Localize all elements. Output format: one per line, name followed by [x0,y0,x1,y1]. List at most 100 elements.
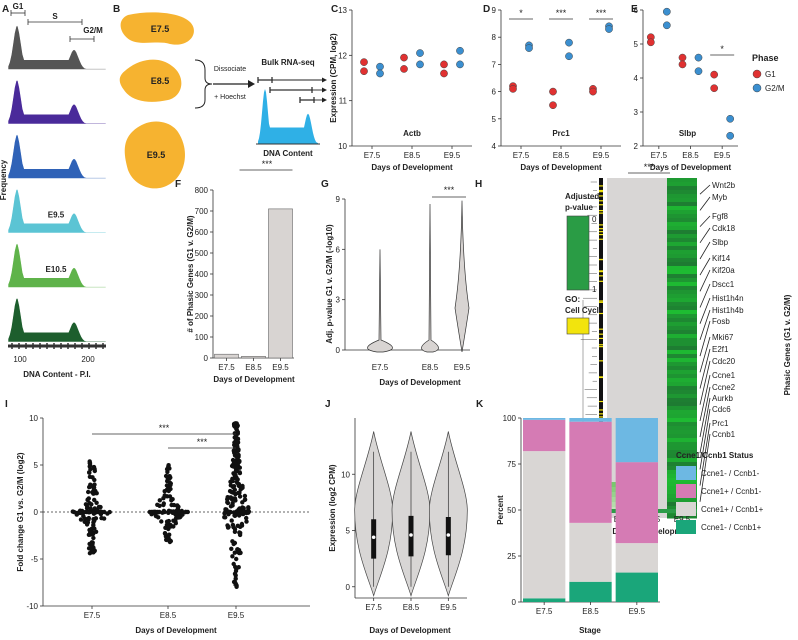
heatmap-cell [667,226,697,231]
panel-letter-e: E [631,4,638,15]
k-legend-label-2: Ccne1+ / Ccnb1+ [701,505,764,514]
point-E9.5 [240,485,245,490]
go-mark [599,400,603,403]
point-G2/M-E8.5 [565,38,573,47]
go-mark [599,259,603,261]
heatmap-cell [667,222,697,227]
point-E8.5 [157,509,162,515]
point-E8.5 [161,501,166,506]
panel-g-y-tick-label: 0 [336,346,341,355]
gene-label-Hist1h4n: Hist1h4n [712,294,744,303]
panel-f-y-tick-label: 800 [195,186,209,195]
heatmap-cell [667,358,697,363]
go-mark [599,275,603,277]
panel-i-sig-star-1: *** [159,423,170,433]
go-mark [599,409,603,411]
segment-E9.5-Ccne1+ / Ccnb1- [615,462,658,544]
stage-label: E6.5 [48,47,65,56]
point-G1-E8.5 [549,87,557,96]
point-E8.5 [171,509,176,515]
panel-k-ylabel: Percent [496,495,505,525]
panel-d-y-tick-label: 7 [492,60,497,69]
go-mark [599,200,603,202]
gene-arrow-E2f1 [699,348,711,389]
point-E8.5 [165,494,170,499]
heatmap-cell [667,430,697,435]
gene-arrow-Hist1h4n [699,297,711,324]
point-G2/M-E8.5 [416,60,424,69]
panel-d-x-tick-label: E8.5 [553,151,570,160]
panel-j-ylabel: Expression (log2 CPM) [328,464,337,551]
gene-label-Ccne2: Ccne2 [712,383,736,392]
point-G1-E9.5 [710,70,719,79]
k-legend-title: Ccne1/Ccnb1 Status [676,451,754,460]
heatmap-cell [667,426,697,431]
point-E9.5 [231,524,236,530]
segment-E7.5-Ccne1- / Ccnb1- [523,418,566,420]
go-mark [599,312,603,315]
heatmap-cell [667,382,697,387]
panel-a-xlabel: DNA Content - P.I. [23,370,91,379]
point-E7.5 [72,509,77,515]
legend-label-G2/M: G2/M [765,84,785,93]
gene-label-Kif20a: Kif20a [712,266,735,275]
panel-e-sig-star: * [720,44,724,54]
panel-d-sig-star: * [519,8,523,18]
bar-E8.5 [241,356,266,359]
panel-h-sig-star: *** [644,162,655,172]
gate-arrow-head [322,77,327,83]
bar-E7.5 [214,353,239,359]
histogram-E7.5 [7,80,107,125]
gene-arrow-Ccne2 [699,386,711,438]
gene-label-Cdc6: Cdc6 [712,405,731,414]
go-mark [599,328,603,330]
point-E9.5 [225,500,231,506]
gene-arrow-Prc1 [699,422,711,486]
gene-arrow-Cdc20 [699,360,711,405]
panel-k-xlabel: Stage [579,626,601,635]
point-E9.5 [230,477,235,482]
point-E9.5 [230,539,235,544]
point-G2/M-E8.5 [694,67,703,76]
panel-letter-c: C [331,4,338,15]
point-E7.5 [98,509,103,515]
gene-label-Dscc1: Dscc1 [712,280,735,289]
segment-E9.5-Ccne1+ / Ccnb1+ [615,543,658,573]
histogram-E6.5 [7,25,107,70]
panel-a-tick-label: 200 [81,355,95,364]
go-mark [599,195,603,197]
panel-g-x-tick-label: E9.5 [454,363,471,372]
go-mark [599,376,603,379]
point-E7.5 [84,522,90,527]
go-mark [599,333,603,335]
panel-k-y-tick-label: 75 [507,460,516,469]
point-E7.5 [87,470,92,475]
go-mark [599,270,603,272]
heatmap-cell [667,386,697,391]
segment-E7.5-Ccne1+ / Ccnb1+ [523,451,566,599]
heatmap-cell [667,302,697,307]
panel-e-x-tick-label: E9.5 [714,151,731,160]
phase-label-s: S [52,12,58,21]
point-E8.5 [176,515,181,520]
point-G1-E8.5 [678,60,687,69]
gene-label-Hist1h4b: Hist1h4b [712,306,744,315]
gene-arrow-Dscc1 [699,283,711,308]
point-G2/M-E7.5 [662,7,671,16]
panel-k-x-tick-label: E9.5 [629,607,646,616]
panel-a-tick-label: 100 [13,355,27,364]
panel-g-y-tick-label: 6 [336,245,341,254]
panel-i-x-tick-label: E7.5 [84,611,101,620]
point-E7.5 [91,535,96,541]
panel-c-y-tick-label: 13 [338,6,347,15]
point-E9.5 [229,546,234,551]
point-E7.5 [86,510,92,515]
panel-f-y-tick-label: 600 [195,228,209,237]
gene-arrow-Aurkb [699,397,711,454]
segment-E7.5-Ccne1+ / Ccnb1- [523,419,566,452]
segment-E9.5-Ccne1- / Ccnb1+ [615,572,658,602]
panel-c-ylabel: Expression (CPM, log2) [329,33,338,123]
point-E9.5 [241,506,246,511]
heatmap-cell [667,514,697,519]
